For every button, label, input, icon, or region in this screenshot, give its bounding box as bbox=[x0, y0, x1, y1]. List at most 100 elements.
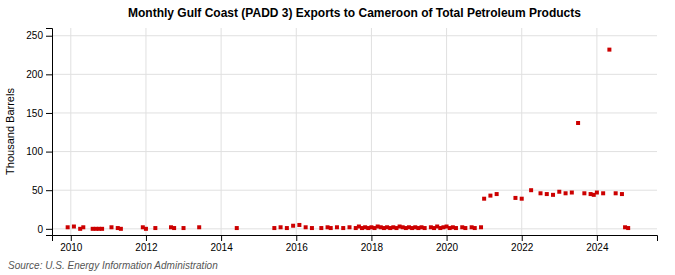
chart: 2010 2012 2014 2016 2018 2020 2022 2024 0 50 100 15… bbox=[0, 0, 675, 275]
points bbox=[66, 48, 631, 231]
point bbox=[626, 226, 630, 230]
point bbox=[297, 223, 301, 227]
x-tick-label: 2012 bbox=[135, 242, 158, 253]
plot: 2010 2012 2014 2016 2018 2020 2022 2024 0 50 100 15… bbox=[26, 28, 657, 253]
point bbox=[341, 226, 345, 230]
point bbox=[279, 225, 283, 229]
source-note: Source: U.S. Energy Information Administ… bbox=[8, 260, 218, 271]
point bbox=[291, 224, 295, 228]
x-tick-label: 2022 bbox=[511, 242, 534, 253]
point bbox=[529, 188, 533, 192]
point bbox=[513, 196, 517, 200]
grid bbox=[52, 28, 657, 235]
point bbox=[595, 191, 599, 195]
point bbox=[473, 226, 477, 230]
x-grid-line bbox=[446, 28, 447, 235]
x-tick: 2010 bbox=[60, 235, 83, 253]
point bbox=[235, 226, 239, 230]
point bbox=[172, 226, 176, 230]
point bbox=[81, 225, 85, 229]
x-tick-mark bbox=[522, 235, 523, 241]
point bbox=[495, 192, 499, 196]
point bbox=[520, 197, 524, 201]
x-tick-label: 2016 bbox=[286, 242, 309, 253]
point bbox=[601, 191, 605, 195]
x-grid-line bbox=[521, 28, 522, 235]
point bbox=[335, 225, 339, 229]
y-tick-mark bbox=[46, 229, 52, 230]
y-tick-mark bbox=[46, 190, 52, 191]
y-tick: 150 bbox=[26, 108, 52, 119]
x-tick-label: 2018 bbox=[361, 242, 384, 253]
point bbox=[310, 226, 314, 230]
title: Monthly Gulf Coast (PADD 3) Exports to C… bbox=[128, 6, 581, 20]
x-grid-line bbox=[221, 28, 222, 235]
point bbox=[479, 225, 483, 229]
x-tick-mark bbox=[447, 235, 448, 241]
point bbox=[545, 192, 549, 196]
point bbox=[620, 192, 624, 196]
point bbox=[570, 191, 574, 195]
y-axis-label: Thousand Barrels bbox=[4, 88, 16, 175]
point bbox=[272, 226, 276, 230]
x-grid-line bbox=[371, 28, 372, 235]
point bbox=[109, 225, 113, 229]
y-tick: 50 bbox=[32, 185, 52, 196]
y-tick-mark bbox=[46, 36, 52, 37]
y-grid-line bbox=[52, 112, 657, 113]
y-tick-label: 200 bbox=[26, 69, 43, 80]
x-tick: 2020 bbox=[436, 235, 459, 253]
point bbox=[319, 226, 323, 230]
point bbox=[144, 227, 148, 231]
point bbox=[285, 226, 289, 230]
point bbox=[463, 226, 467, 230]
y-axis-line bbox=[46, 29, 53, 236]
y-axis: 0 50 100 150 200 250 bbox=[26, 29, 52, 236]
y-tick-label: 0 bbox=[37, 224, 43, 235]
point bbox=[482, 197, 486, 201]
x-tick: 2012 bbox=[135, 235, 158, 253]
point bbox=[329, 226, 333, 230]
x-tick-label: 2020 bbox=[436, 242, 459, 253]
point bbox=[197, 225, 201, 229]
point bbox=[100, 227, 104, 231]
point bbox=[576, 121, 580, 125]
point bbox=[66, 225, 70, 229]
x-tick: 2018 bbox=[361, 235, 384, 253]
point bbox=[72, 225, 76, 229]
x-grid-line bbox=[596, 28, 597, 235]
point bbox=[551, 193, 555, 197]
x-tick: 2014 bbox=[210, 235, 233, 253]
x-grid-line bbox=[145, 28, 146, 235]
x-tick: 2016 bbox=[286, 235, 309, 253]
point bbox=[607, 48, 611, 52]
point bbox=[119, 227, 123, 231]
point bbox=[423, 226, 427, 230]
y-tick-label: 100 bbox=[26, 146, 43, 157]
y-grid-line bbox=[52, 151, 657, 152]
point bbox=[454, 226, 458, 230]
point bbox=[564, 191, 568, 195]
point bbox=[488, 194, 492, 198]
x-tick-mark bbox=[296, 235, 297, 241]
x-grid-line bbox=[296, 28, 297, 235]
y-tick-label: 250 bbox=[26, 30, 43, 41]
x-tick-mark bbox=[597, 235, 598, 241]
y-tick-label: 50 bbox=[32, 185, 44, 196]
point bbox=[153, 226, 157, 230]
x-tick: 2022 bbox=[511, 235, 534, 253]
point bbox=[582, 191, 586, 195]
x-tick-mark bbox=[221, 235, 222, 241]
x-tick-label: 2024 bbox=[586, 242, 609, 253]
point bbox=[539, 191, 543, 195]
y-tick-mark bbox=[46, 113, 52, 114]
x-axis-line bbox=[53, 236, 658, 242]
point bbox=[557, 190, 561, 194]
point bbox=[348, 225, 352, 229]
y-tick: 0 bbox=[37, 224, 52, 235]
y-grid-line bbox=[52, 190, 657, 191]
point bbox=[614, 191, 618, 195]
x-tick-mark bbox=[371, 235, 372, 241]
y-tick-label: 150 bbox=[26, 108, 43, 119]
point bbox=[182, 226, 186, 230]
